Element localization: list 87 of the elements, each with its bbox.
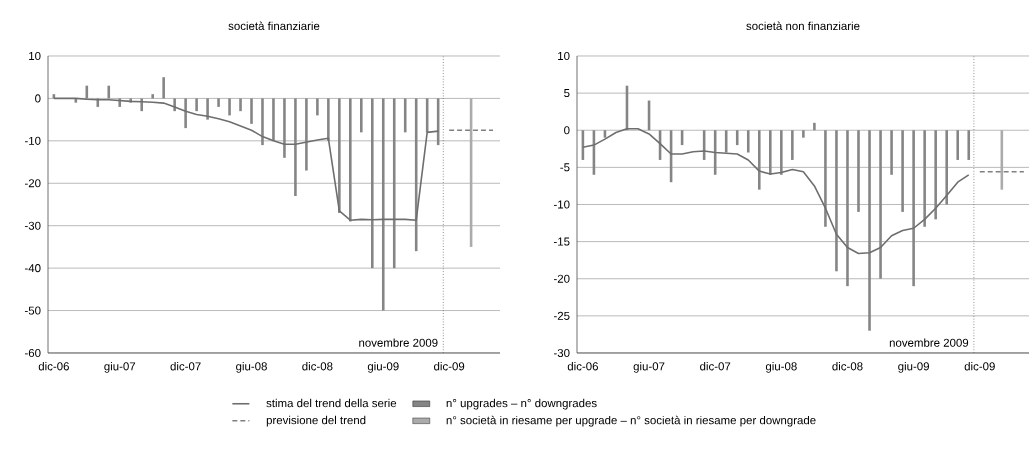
chart-title: società finanziarie	[228, 21, 320, 31]
bar	[195, 98, 198, 112]
y-tick-label: -5	[560, 163, 570, 172]
y-tick-label: 0	[35, 94, 41, 103]
bar	[956, 130, 960, 160]
x-tick-label: dic-08	[302, 361, 333, 371]
bar	[206, 98, 209, 120]
y-tick-label: -60	[24, 348, 41, 358]
bar	[107, 85, 111, 99]
bar	[735, 130, 739, 146]
y-tick-label: 10	[29, 51, 41, 61]
x-tick-label: giu-08	[765, 361, 797, 373]
line-series	[582, 127, 970, 255]
bar	[846, 130, 849, 287]
y-tick-label: -20	[24, 179, 41, 188]
bar	[184, 98, 187, 129]
bar	[370, 98, 374, 269]
bar	[349, 98, 352, 222]
y-tick-label: -15	[553, 237, 570, 246]
legend-label: n° upgrades – n° downgrades	[446, 398, 597, 410]
legend-label: previsione del trend	[266, 415, 366, 427]
bar	[283, 98, 286, 158]
bar	[151, 94, 154, 99]
y-tick-label: -30	[24, 221, 41, 230]
bar	[824, 130, 827, 227]
bar	[757, 130, 761, 190]
bar	[813, 122, 816, 131]
bar	[934, 130, 937, 220]
bar	[868, 130, 871, 331]
y-tick-label: -50	[24, 306, 41, 315]
x-tick-label: giu-07	[633, 361, 665, 373]
bar	[967, 130, 971, 160]
bar	[890, 130, 893, 175]
x-tick-label: giu-08	[236, 361, 267, 373]
y-tick-label: -30	[553, 348, 570, 358]
y-tick-label: -10	[553, 200, 570, 209]
bar	[746, 130, 750, 153]
y-tick-label: 5	[564, 89, 570, 98]
x-tick-label: giu-09	[367, 361, 399, 373]
x-tick-label: giu-07	[104, 361, 136, 373]
bar	[261, 98, 264, 146]
x-tick-label: dic-06	[567, 361, 598, 371]
x-tick-label: dic-06	[38, 361, 69, 371]
y-tick-label: -20	[553, 274, 570, 283]
bar	[239, 98, 242, 112]
x-tick-label: dic-07	[170, 361, 201, 371]
y-tick-label: -10	[24, 136, 41, 145]
x-tick-label: dic-08	[832, 361, 863, 371]
bar	[724, 130, 728, 153]
bar	[912, 130, 915, 287]
chart-title: società non finanziarie	[746, 21, 860, 31]
bar	[901, 130, 904, 212]
ref-line-label: novembre 2009	[889, 338, 969, 347]
bar	[217, 98, 220, 107]
bar	[327, 98, 330, 141]
y-tick-label: 10	[558, 51, 570, 61]
bar	[162, 77, 165, 99]
bar	[294, 98, 297, 196]
y-tick-label: -25	[553, 311, 570, 320]
bar	[360, 98, 363, 133]
legend-label: stima del trend della serie	[266, 398, 397, 408]
y-tick-label: -40	[24, 264, 41, 273]
bar	[879, 130, 882, 279]
x-tick-label: dic-09	[964, 361, 995, 371]
ref-line-label: novembre 2009	[359, 338, 438, 347]
bar	[338, 98, 341, 213]
bar	[791, 130, 794, 160]
bar	[228, 98, 231, 116]
bar	[381, 98, 385, 311]
legend-label: n° società in riesame per upgrade – n° società in riesame per downgrade	[446, 415, 816, 427]
bar	[250, 98, 253, 124]
bar	[272, 98, 275, 141]
bar	[835, 130, 838, 272]
x-tick-label: giu-09	[898, 361, 929, 373]
bar	[769, 130, 772, 175]
bar	[802, 130, 805, 138]
y-tick-label: 0	[564, 126, 570, 135]
bar	[316, 98, 319, 116]
x-tick-label: dic-07	[700, 361, 731, 371]
x-tick-label: dic-09	[434, 361, 465, 371]
bar	[305, 98, 308, 171]
bar	[780, 130, 783, 175]
bar	[857, 130, 860, 212]
bar	[923, 130, 926, 227]
bar	[945, 130, 948, 205]
bar	[392, 98, 396, 269]
bar	[403, 98, 407, 133]
